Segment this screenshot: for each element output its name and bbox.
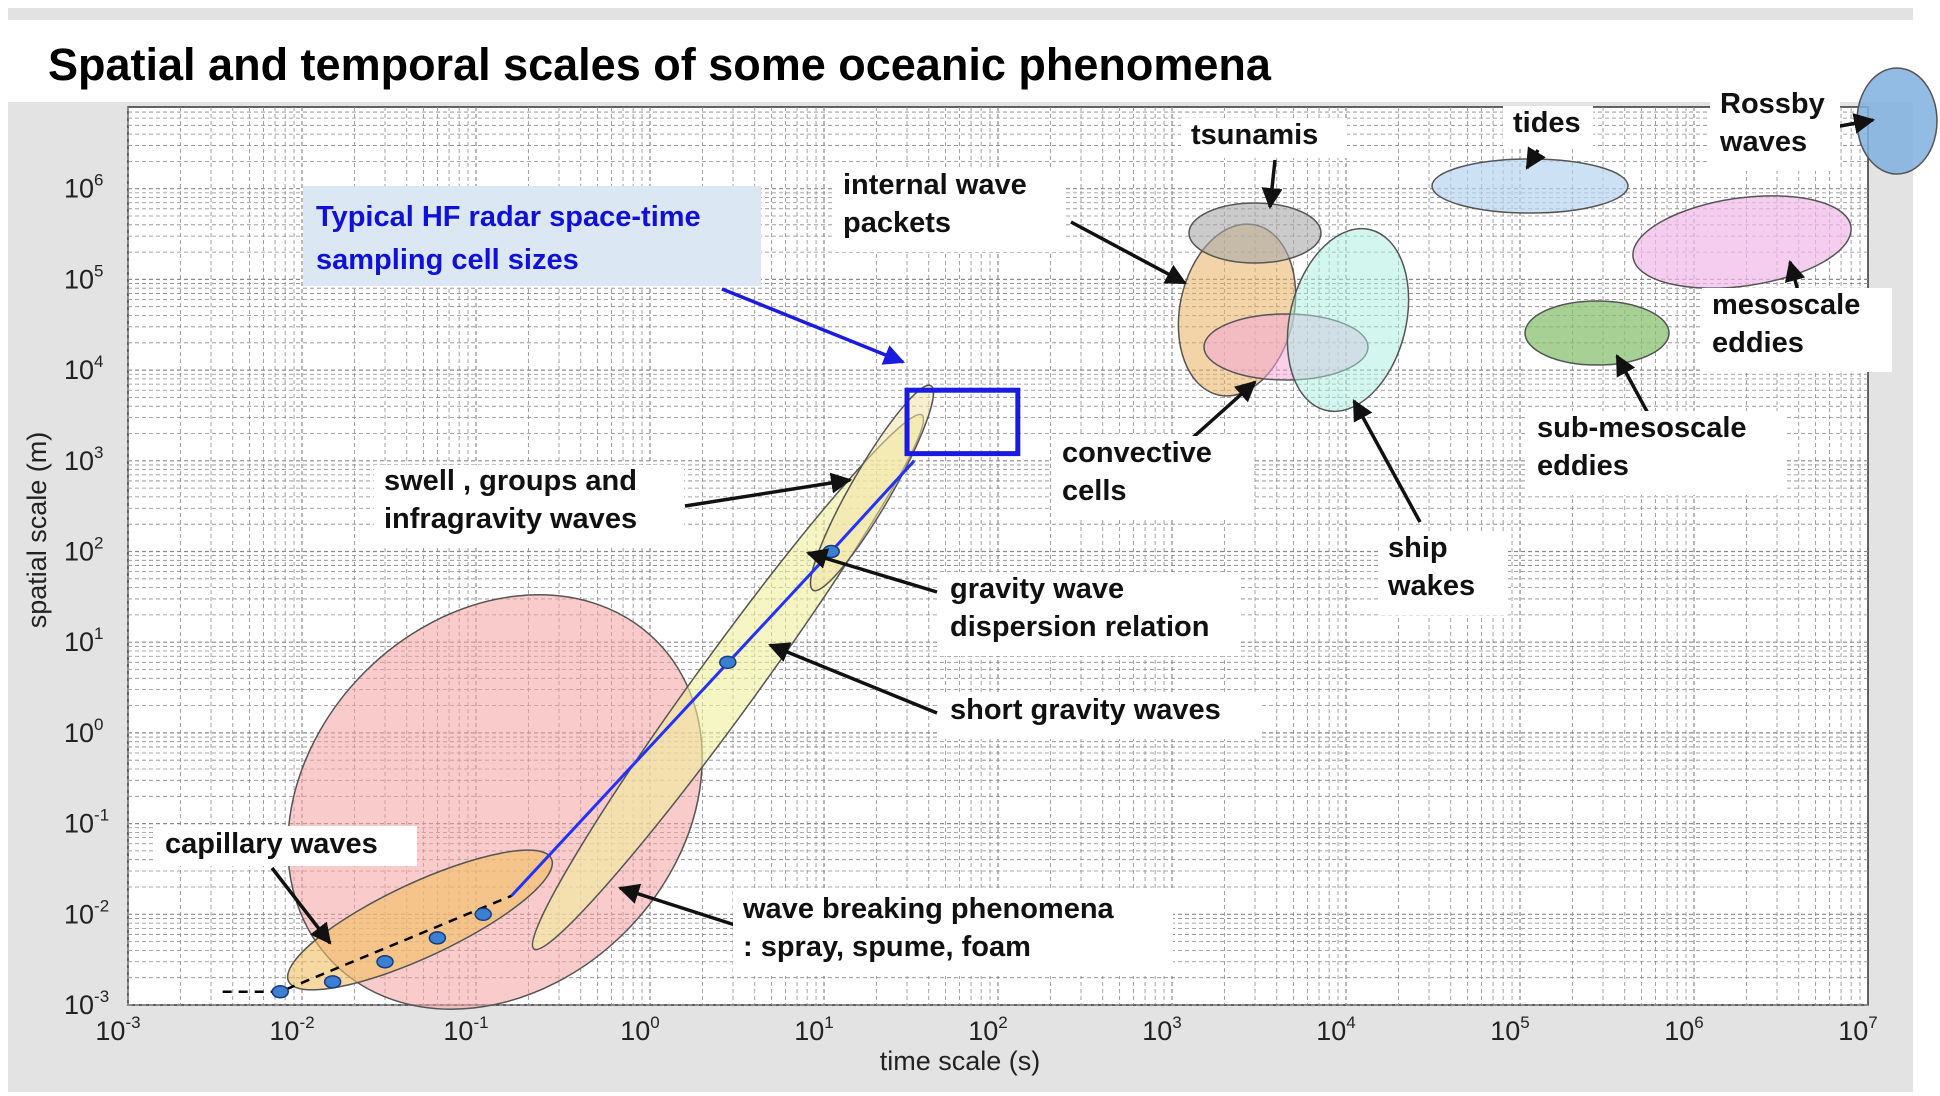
- dispersion-dashed-line: [222, 894, 512, 993]
- label-box-3: [374, 465, 684, 545]
- region-label-11-line-1: mesoscale: [1712, 289, 1860, 321]
- capillary-arrow: [270, 866, 332, 945]
- region-label-12-line-2: eddies: [1537, 450, 1629, 482]
- x-tick-label: 105: [1490, 1013, 1530, 1046]
- label-box-11: [1702, 288, 1892, 372]
- wave-breaking-arrow: [618, 883, 736, 927]
- region-label-11-line-2: eddies: [1712, 327, 1804, 359]
- region-ellipse-6: [1188, 202, 1322, 264]
- y-tick-label: 10-1: [64, 806, 109, 839]
- x-tick-label: 10-3: [95, 1013, 140, 1046]
- x-tick-label: 103: [1142, 1013, 1182, 1046]
- dispersion-label-line-2: dispersion relation: [950, 611, 1209, 643]
- label-box-6: [1181, 118, 1347, 158]
- tides-arrow: [1525, 146, 1546, 170]
- label-box-1: [733, 889, 1173, 976]
- region-ellipse-4: [286, 849, 554, 991]
- top-band: [8, 8, 1913, 20]
- x-tick-label: 107: [1838, 1013, 1878, 1046]
- dispersion-point-1: [271, 984, 290, 999]
- tsunami-arrow: [1261, 159, 1283, 210]
- dispersion-point-2: [323, 975, 342, 989]
- region-ellipse-12: [1524, 300, 1670, 366]
- sub-mesoscale-arrow: [1615, 354, 1652, 418]
- region-label-8-line-1: ship: [1388, 532, 1448, 564]
- y-tick-label: 102: [64, 534, 104, 567]
- dispersion-point-3: [376, 954, 394, 969]
- region-ellipse-9: [1431, 158, 1629, 214]
- dispersion-point-6: [719, 655, 737, 670]
- axis-ticks: 10-3 10-2 10-1 100 101 102 103 104 105 106 107 10-3…: [64, 171, 1878, 1046]
- label-box-7: [1052, 436, 1254, 520]
- region-label-1-line-2: : spray, spume, foam: [743, 931, 1031, 963]
- y-tick-label: 101: [64, 624, 104, 657]
- label-box-9: [1503, 106, 1593, 146]
- region-label-4-line-1: capillary waves: [165, 828, 378, 860]
- region-label-2-line-1: short gravity waves: [950, 694, 1221, 726]
- x-axis-label: time scale (s): [880, 1046, 1041, 1076]
- region-label-7-line-1: convective: [1062, 437, 1212, 469]
- y-tick-label: 100: [64, 715, 104, 748]
- region-ellipse-8: [1286, 227, 1410, 413]
- region-label-10-line-1: Rossby: [1720, 88, 1825, 120]
- y-tick-label: 105: [64, 261, 104, 294]
- annotation-labels: wave breaking phenomena : spray, spume, f…: [155, 87, 1892, 976]
- y-tick-label: 10-3: [64, 987, 109, 1020]
- region-label-1-line-1: wave breaking phenomena: [742, 893, 1115, 925]
- region-label-8-line-2: wakes: [1387, 570, 1475, 602]
- x-tick-label: 106: [1664, 1013, 1704, 1046]
- region-label-3-line-1: swell , groups and: [384, 465, 637, 497]
- x-tick-label: 10-1: [443, 1013, 488, 1046]
- region-label-9-line-1: tides: [1513, 107, 1581, 139]
- rossby-arrow: [1834, 113, 1876, 134]
- x-tick-label: 10-2: [269, 1013, 314, 1046]
- hf-radar-arrow: [721, 287, 905, 365]
- ship-wake-arrow: [1352, 399, 1422, 523]
- dispersion-point-7: [822, 544, 840, 559]
- region-label-10-line-2: waves: [1719, 126, 1807, 158]
- y-tick-label: 103: [64, 443, 104, 476]
- x-tick-label: 100: [620, 1013, 660, 1046]
- y-axis-label: spatial scale (m): [22, 432, 52, 629]
- label-box-2: [940, 695, 1260, 739]
- hf-radar-label-box: [303, 186, 761, 286]
- label-box-4: [155, 826, 417, 866]
- label-box-8: [1378, 531, 1508, 615]
- label-box-12: [1527, 411, 1785, 495]
- region-label-3-line-2: infragravity waves: [384, 503, 637, 535]
- hf-radar-label-line-1: Typical HF radar space-time: [316, 201, 701, 233]
- swell-arrow: [684, 472, 853, 508]
- x-tick-label: 101: [794, 1013, 834, 1046]
- region-label-5-line-2: packets: [843, 207, 951, 239]
- label-box-10: [1710, 87, 1840, 171]
- y-tick-label: 10-2: [64, 896, 109, 929]
- x-tick-label: 104: [1316, 1013, 1356, 1046]
- y-tick-label: 106: [64, 171, 104, 204]
- region-label-12-line-1: sub-mesoscale: [1537, 412, 1747, 444]
- dispersion-point-5: [474, 907, 492, 922]
- dispersion-label-box: [940, 572, 1240, 656]
- chart-title: Spatial and temporal scales of some ocea…: [48, 39, 1272, 90]
- region-label-6-line-1: tsunamis: [1191, 119, 1318, 151]
- hf-radar-cell: [904, 387, 1021, 457]
- dispersion-label-line-1: gravity wave: [950, 573, 1124, 605]
- hf-radar-cell-box: [904, 387, 1021, 457]
- dispersion-arrow: [805, 548, 938, 594]
- region-label-5-line-1: internal wave: [843, 169, 1027, 201]
- region-label-7-line-2: cells: [1062, 475, 1127, 507]
- internal-wave-arrow: [1070, 220, 1187, 285]
- label-box-5: [833, 168, 1063, 252]
- hf-radar-label-line-2: sampling cell sizes: [316, 244, 579, 276]
- short-gravity-arrow: [768, 642, 938, 715]
- y-tick-label: 104: [64, 352, 104, 385]
- x-tick-label: 102: [968, 1013, 1008, 1046]
- dispersion-point-4: [428, 931, 447, 945]
